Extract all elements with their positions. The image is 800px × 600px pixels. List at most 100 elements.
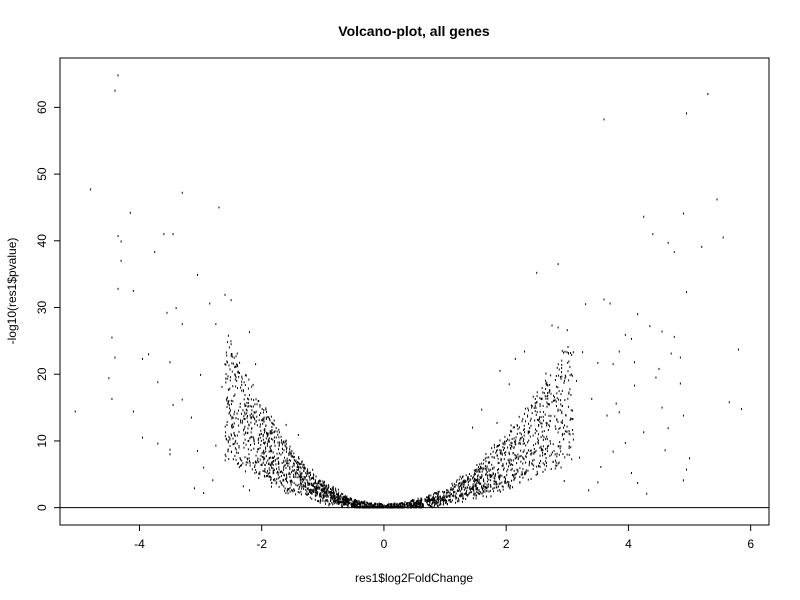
data-point	[557, 420, 559, 423]
data-point	[148, 353, 150, 356]
data-point	[630, 471, 632, 474]
data-point	[296, 462, 298, 465]
data-point	[563, 426, 565, 429]
data-point	[532, 434, 534, 437]
data-point	[506, 480, 508, 483]
data-point	[546, 422, 548, 425]
data-point	[473, 469, 475, 472]
data-point	[237, 387, 239, 390]
data-point	[395, 506, 397, 509]
data-point	[228, 458, 230, 461]
data-point	[237, 462, 239, 465]
data-point	[312, 477, 314, 480]
data-point	[280, 474, 282, 477]
data-point	[258, 477, 260, 480]
data-point	[319, 479, 321, 482]
data-point	[239, 402, 241, 405]
data-point	[390, 503, 392, 506]
data-point	[355, 499, 357, 502]
data-point	[293, 456, 295, 459]
data-point	[319, 498, 321, 501]
data-point	[265, 447, 267, 450]
data-point	[557, 363, 559, 366]
data-point	[333, 502, 335, 505]
data-point	[275, 436, 277, 439]
data-point	[270, 464, 272, 467]
data-point	[237, 462, 239, 465]
data-point	[446, 500, 448, 503]
data-point	[322, 484, 324, 487]
data-point	[259, 436, 261, 439]
data-point	[546, 401, 548, 404]
data-point	[352, 505, 354, 508]
data-point	[488, 468, 490, 471]
data-point	[342, 503, 344, 506]
data-point	[570, 394, 572, 397]
data-point	[524, 431, 526, 434]
data-point	[550, 374, 552, 377]
data-point	[300, 483, 302, 486]
data-point	[243, 441, 245, 444]
data-point	[337, 488, 339, 491]
data-point	[472, 488, 474, 491]
data-point	[483, 485, 485, 488]
data-point	[224, 459, 226, 462]
data-point	[326, 493, 328, 496]
data-point	[481, 467, 483, 470]
data-point	[543, 411, 545, 414]
data-point	[418, 499, 420, 502]
data-point	[557, 408, 559, 411]
data-point	[533, 464, 535, 467]
data-point	[547, 429, 549, 432]
data-point	[417, 497, 419, 500]
data-point	[278, 428, 280, 431]
data-point	[361, 504, 363, 507]
data-point	[475, 479, 477, 482]
data-point	[228, 412, 230, 415]
data-point	[328, 491, 330, 494]
data-point	[548, 414, 550, 417]
data-point	[297, 468, 299, 471]
data-point	[316, 489, 318, 492]
data-point	[255, 420, 257, 423]
data-point	[508, 481, 510, 484]
data-point	[479, 468, 481, 471]
data-point	[242, 429, 244, 432]
data-point	[384, 505, 386, 508]
data-point	[275, 427, 277, 430]
data-point	[350, 501, 352, 504]
data-point	[373, 503, 375, 506]
data-point	[540, 422, 542, 425]
data-point	[419, 499, 421, 502]
data-point	[231, 425, 233, 428]
data-point	[479, 491, 481, 494]
data-point	[483, 480, 485, 483]
data-point	[269, 450, 271, 453]
data-point	[545, 456, 547, 459]
data-point	[238, 446, 240, 449]
data-point	[261, 432, 263, 435]
data-point	[288, 488, 290, 491]
data-point	[531, 404, 533, 407]
data-point	[303, 475, 305, 478]
data-point	[316, 494, 318, 497]
data-point	[241, 412, 243, 415]
data-point	[565, 375, 567, 378]
data-point	[335, 487, 337, 490]
data-point	[264, 431, 266, 434]
data-point	[504, 477, 506, 480]
data-point	[449, 498, 451, 501]
data-point	[267, 459, 269, 462]
data-point	[226, 399, 228, 402]
data-point	[278, 431, 280, 434]
data-point	[442, 490, 444, 493]
data-point	[404, 501, 406, 504]
data-point	[525, 461, 527, 464]
data-point	[316, 491, 318, 494]
data-point	[244, 413, 246, 416]
data-point	[268, 450, 270, 453]
data-point	[282, 478, 284, 481]
data-point	[434, 499, 436, 502]
data-point	[482, 478, 484, 481]
